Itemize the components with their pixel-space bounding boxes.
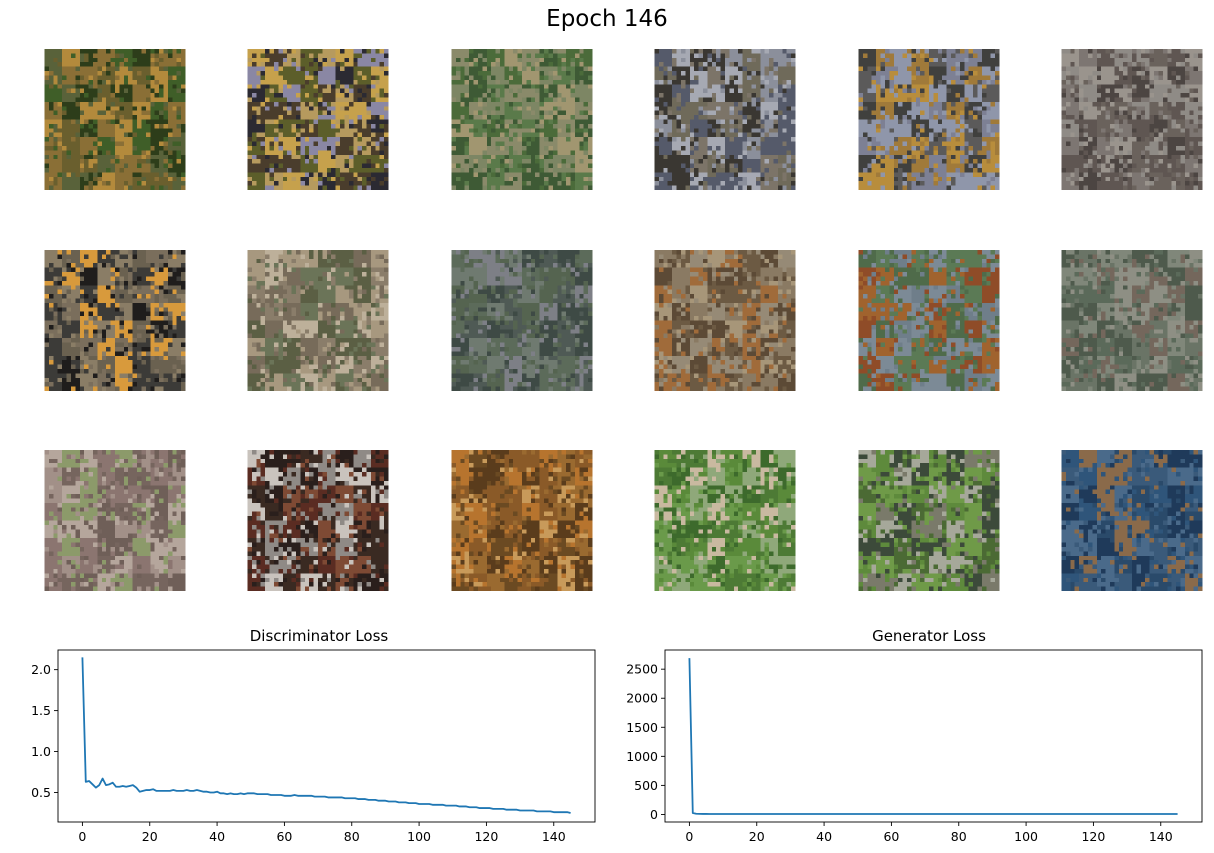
x-tick-label: 0 <box>685 829 693 844</box>
figure-title: Epoch 146 <box>546 6 668 32</box>
x-tick-label: 0 <box>78 829 86 844</box>
y-tick-label: 0.5 <box>31 785 51 800</box>
generated-sample-image <box>451 450 593 591</box>
discriminator-loss-title: Discriminator Loss <box>249 627 389 645</box>
x-tick-label: 20 <box>142 829 158 844</box>
generated-sample-image <box>1061 49 1203 190</box>
generated-sample-image <box>858 250 1000 391</box>
x-tick-label: 140 <box>1149 829 1173 844</box>
generated-sample-image <box>654 450 796 591</box>
y-tick-label: 1000 <box>626 749 658 764</box>
x-tick-label: 20 <box>749 829 765 844</box>
y-tick-label: 500 <box>634 778 658 793</box>
x-tick-label: 80 <box>344 829 360 844</box>
loss-series-line <box>688 658 1178 815</box>
x-tick-label: 120 <box>1081 829 1105 844</box>
x-tick-label: 120 <box>474 829 498 844</box>
generated-sample-image <box>247 250 389 391</box>
x-tick-label: 140 <box>542 829 566 844</box>
generated-sample-image <box>44 49 186 190</box>
loss-series-line <box>81 657 571 814</box>
x-tick-label: 60 <box>276 829 292 844</box>
generated-sample-image <box>858 49 1000 190</box>
x-tick-label: 100 <box>1014 829 1038 844</box>
axes-frame <box>664 649 1203 823</box>
generated-sample-image <box>654 49 796 190</box>
generated-sample-image <box>44 250 186 391</box>
y-tick-label: 1.0 <box>31 744 51 759</box>
generated-sample-image <box>451 250 593 391</box>
y-tick-label: 2000 <box>626 691 658 706</box>
x-tick-label: 40 <box>816 829 832 844</box>
y-tick-label: 2500 <box>626 662 658 677</box>
x-tick-label: 60 <box>883 829 899 844</box>
generated-sample-image <box>858 450 1000 591</box>
axes-frame <box>57 649 596 823</box>
generated-sample-image <box>1061 450 1203 591</box>
generated-sample-image <box>247 49 389 190</box>
generated-sample-image <box>1061 250 1203 391</box>
x-tick-label: 80 <box>951 829 967 844</box>
generated-sample-image <box>44 450 186 591</box>
x-tick-label: 100 <box>407 829 431 844</box>
generated-sample-image <box>247 450 389 591</box>
generator-loss-chart: 0 20 40 60 80 100 120 140 0 500 1000 1500 2000 2500 <box>626 649 1203 844</box>
generated-sample-image <box>451 49 593 190</box>
x-tick-label: 40 <box>209 829 225 844</box>
y-tick-label: 1.5 <box>31 703 51 718</box>
y-tick-label: 0 <box>650 807 658 822</box>
y-tick-label: 1500 <box>626 720 658 735</box>
y-tick-label: 2.0 <box>31 662 51 677</box>
generator-loss-title: Generator Loss <box>872 627 986 645</box>
generated-sample-image <box>654 250 796 391</box>
discriminator-loss-chart: 0 20 40 60 80 100 120 140 0.5 1.0 1.5 2.0 <box>31 649 596 844</box>
